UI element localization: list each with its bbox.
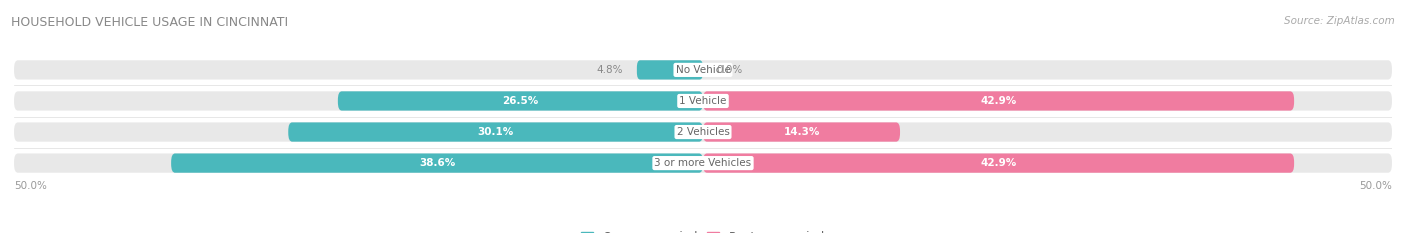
FancyBboxPatch shape (703, 122, 900, 142)
FancyBboxPatch shape (14, 91, 1392, 111)
FancyBboxPatch shape (14, 154, 1392, 173)
Text: 50.0%: 50.0% (14, 181, 46, 191)
Text: Source: ZipAtlas.com: Source: ZipAtlas.com (1284, 16, 1395, 26)
Text: 1 Vehicle: 1 Vehicle (679, 96, 727, 106)
Text: 42.9%: 42.9% (980, 158, 1017, 168)
FancyBboxPatch shape (337, 91, 703, 111)
Text: 4.8%: 4.8% (596, 65, 623, 75)
Text: No Vehicle: No Vehicle (675, 65, 731, 75)
Text: 50.0%: 50.0% (1360, 181, 1392, 191)
Text: 30.1%: 30.1% (478, 127, 513, 137)
Text: 14.3%: 14.3% (783, 127, 820, 137)
FancyBboxPatch shape (172, 154, 703, 173)
Text: 38.6%: 38.6% (419, 158, 456, 168)
Text: 42.9%: 42.9% (980, 96, 1017, 106)
Text: 2 Vehicles: 2 Vehicles (676, 127, 730, 137)
Legend: Owner-occupied, Renter-occupied: Owner-occupied, Renter-occupied (581, 231, 825, 233)
FancyBboxPatch shape (14, 60, 1392, 79)
FancyBboxPatch shape (288, 122, 703, 142)
Text: HOUSEHOLD VEHICLE USAGE IN CINCINNATI: HOUSEHOLD VEHICLE USAGE IN CINCINNATI (11, 16, 288, 29)
Text: 0.0%: 0.0% (717, 65, 742, 75)
Text: 3 or more Vehicles: 3 or more Vehicles (654, 158, 752, 168)
FancyBboxPatch shape (637, 60, 703, 79)
FancyBboxPatch shape (703, 154, 1294, 173)
Text: 26.5%: 26.5% (502, 96, 538, 106)
FancyBboxPatch shape (703, 91, 1294, 111)
FancyBboxPatch shape (14, 122, 1392, 142)
